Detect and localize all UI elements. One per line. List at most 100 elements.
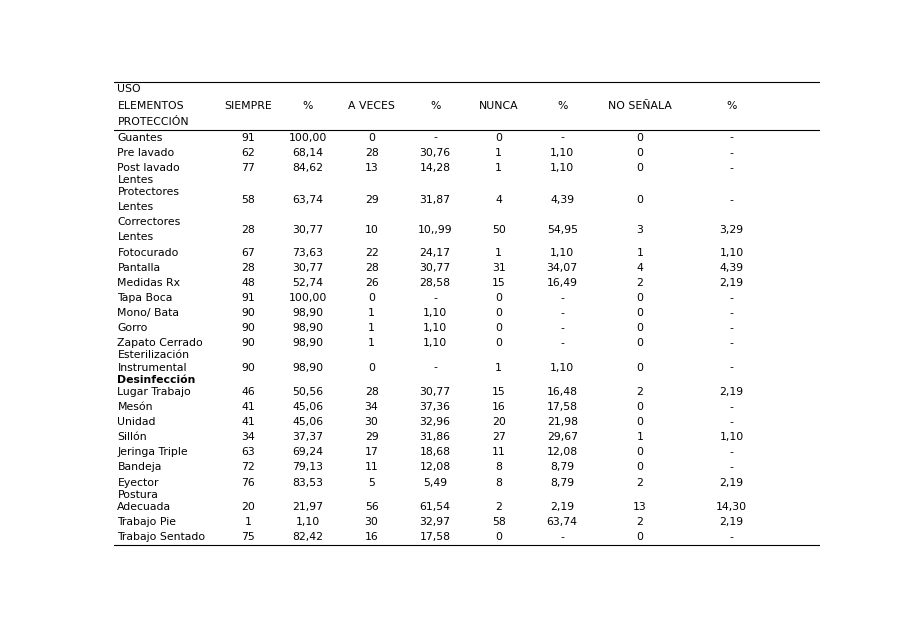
Text: Trabajo Sentado: Trabajo Sentado bbox=[118, 532, 206, 542]
Text: 98,90: 98,90 bbox=[292, 323, 323, 333]
Text: 0: 0 bbox=[637, 339, 643, 348]
Text: 50,56: 50,56 bbox=[292, 387, 323, 397]
Text: 13: 13 bbox=[633, 502, 647, 512]
Text: 90: 90 bbox=[241, 308, 255, 318]
Text: 28: 28 bbox=[241, 263, 255, 273]
Text: 28,58: 28,58 bbox=[420, 278, 451, 288]
Text: 1,10: 1,10 bbox=[720, 247, 743, 257]
Text: 61,54: 61,54 bbox=[420, 502, 451, 512]
Text: NO SEÑALA: NO SEÑALA bbox=[608, 101, 671, 111]
Text: 20: 20 bbox=[241, 502, 255, 512]
Text: 83,53: 83,53 bbox=[292, 477, 323, 487]
Text: -: - bbox=[730, 363, 733, 373]
Text: 11: 11 bbox=[492, 447, 506, 458]
Text: 0: 0 bbox=[637, 148, 643, 157]
Text: 0: 0 bbox=[637, 308, 643, 318]
Text: 0: 0 bbox=[637, 402, 643, 412]
Text: 0: 0 bbox=[637, 463, 643, 472]
Text: 63,74: 63,74 bbox=[292, 195, 323, 205]
Text: 1: 1 bbox=[496, 163, 502, 173]
Text: Desinfección: Desinfección bbox=[118, 374, 196, 384]
Text: 46: 46 bbox=[241, 387, 255, 397]
Text: 2: 2 bbox=[637, 517, 643, 527]
Text: 0: 0 bbox=[496, 293, 502, 303]
Text: Post lavado: Post lavado bbox=[118, 163, 180, 173]
Text: 1,10: 1,10 bbox=[296, 517, 320, 527]
Text: 16,49: 16,49 bbox=[547, 278, 578, 288]
Text: 14,28: 14,28 bbox=[420, 163, 451, 173]
Text: 1: 1 bbox=[637, 432, 643, 442]
Text: Sillón: Sillón bbox=[118, 432, 147, 442]
Text: 1: 1 bbox=[496, 363, 502, 373]
Text: 52,74: 52,74 bbox=[292, 278, 323, 288]
Text: Instrumental: Instrumental bbox=[118, 363, 187, 373]
Text: 21,97: 21,97 bbox=[292, 502, 323, 512]
Text: Lugar Trabajo: Lugar Trabajo bbox=[118, 387, 191, 397]
Text: Correctores: Correctores bbox=[118, 217, 180, 228]
Text: 28: 28 bbox=[364, 387, 378, 397]
Text: 1,10: 1,10 bbox=[550, 148, 574, 157]
Text: 17,58: 17,58 bbox=[420, 532, 451, 542]
Text: 69,24: 69,24 bbox=[292, 447, 323, 458]
Text: Postura: Postura bbox=[118, 490, 159, 500]
Text: 2,19: 2,19 bbox=[550, 502, 574, 512]
Text: 63,74: 63,74 bbox=[547, 517, 578, 527]
Text: 37,37: 37,37 bbox=[292, 432, 323, 442]
Text: 72: 72 bbox=[241, 463, 255, 472]
Text: %: % bbox=[302, 101, 313, 111]
Text: 0: 0 bbox=[496, 339, 502, 348]
Text: 0: 0 bbox=[637, 417, 643, 427]
Text: 0: 0 bbox=[637, 532, 643, 542]
Text: %: % bbox=[430, 101, 440, 111]
Text: Pantalla: Pantalla bbox=[118, 263, 160, 273]
Text: 1,10: 1,10 bbox=[423, 323, 447, 333]
Text: -: - bbox=[560, 293, 564, 303]
Text: Fotocurado: Fotocurado bbox=[118, 247, 179, 257]
Text: 0: 0 bbox=[496, 532, 502, 542]
Text: 0: 0 bbox=[496, 323, 502, 333]
Text: PROTECCIÓN: PROTECCIÓN bbox=[118, 117, 189, 128]
Text: Trabajo Pie: Trabajo Pie bbox=[118, 517, 177, 527]
Text: 1,10: 1,10 bbox=[550, 363, 574, 373]
Text: 0: 0 bbox=[637, 293, 643, 303]
Text: 91: 91 bbox=[241, 293, 255, 303]
Text: 20: 20 bbox=[492, 417, 506, 427]
Text: 98,90: 98,90 bbox=[292, 308, 323, 318]
Text: 10: 10 bbox=[364, 225, 378, 235]
Text: 1: 1 bbox=[368, 323, 375, 333]
Text: -: - bbox=[730, 293, 733, 303]
Text: 30,77: 30,77 bbox=[292, 225, 323, 235]
Text: Eyector: Eyector bbox=[118, 477, 159, 487]
Text: -: - bbox=[730, 447, 733, 458]
Text: 45,06: 45,06 bbox=[292, 417, 323, 427]
Text: 68,14: 68,14 bbox=[292, 148, 323, 157]
Text: 2: 2 bbox=[637, 387, 643, 397]
Text: 16,48: 16,48 bbox=[547, 387, 578, 397]
Text: 58: 58 bbox=[241, 195, 255, 205]
Text: 28: 28 bbox=[364, 148, 378, 157]
Text: 34,07: 34,07 bbox=[547, 263, 578, 273]
Text: Lentes: Lentes bbox=[118, 175, 154, 185]
Text: 16: 16 bbox=[364, 532, 378, 542]
Text: 0: 0 bbox=[637, 195, 643, 205]
Text: 90: 90 bbox=[241, 339, 255, 348]
Text: 2: 2 bbox=[496, 502, 502, 512]
Text: 0: 0 bbox=[637, 163, 643, 173]
Text: 98,90: 98,90 bbox=[292, 339, 323, 348]
Text: 15: 15 bbox=[492, 278, 506, 288]
Text: 1: 1 bbox=[496, 148, 502, 157]
Text: 41: 41 bbox=[241, 417, 255, 427]
Text: 0: 0 bbox=[637, 447, 643, 458]
Text: 17,58: 17,58 bbox=[547, 402, 578, 412]
Text: -: - bbox=[730, 339, 733, 348]
Text: 2,19: 2,19 bbox=[720, 387, 743, 397]
Text: 1,10: 1,10 bbox=[423, 339, 447, 348]
Text: 30,77: 30,77 bbox=[420, 263, 451, 273]
Text: 1,10: 1,10 bbox=[423, 308, 447, 318]
Text: Jeringa Triple: Jeringa Triple bbox=[118, 447, 188, 458]
Text: Zapato Cerrado: Zapato Cerrado bbox=[118, 339, 203, 348]
Text: 1: 1 bbox=[368, 339, 375, 348]
Text: SIEMPRE: SIEMPRE bbox=[224, 101, 271, 111]
Text: 84,62: 84,62 bbox=[292, 163, 323, 173]
Text: 26: 26 bbox=[364, 278, 378, 288]
